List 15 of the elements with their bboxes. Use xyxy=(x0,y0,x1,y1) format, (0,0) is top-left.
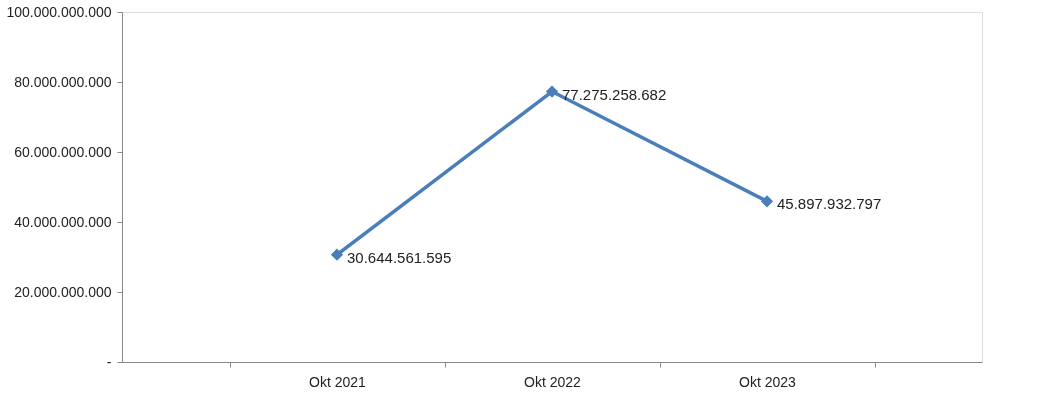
point xyxy=(330,248,344,261)
y-tick-label: 60.000.000.000 xyxy=(14,143,112,160)
y-tick-label: 20.000.000.000 xyxy=(14,283,112,300)
data-label: 77.275.258.682 xyxy=(562,85,667,103)
y-tick-label: 80.000.000.000 xyxy=(14,73,112,90)
y-tick-label: 100.000.000.000 xyxy=(6,3,112,20)
x-tick-label: Okt 2021 xyxy=(309,373,367,390)
data-label: 45.897.932.797 xyxy=(777,195,882,213)
y-tick-label: - xyxy=(106,353,112,370)
point xyxy=(545,85,559,98)
x-tick-label: Okt 2023 xyxy=(739,373,797,390)
x-tick-label: Okt 2022 xyxy=(524,373,582,390)
y-tick-label: 40.000.000.000 xyxy=(14,213,112,230)
data-label: 30.644.561.595 xyxy=(347,248,452,266)
point xyxy=(760,195,774,208)
